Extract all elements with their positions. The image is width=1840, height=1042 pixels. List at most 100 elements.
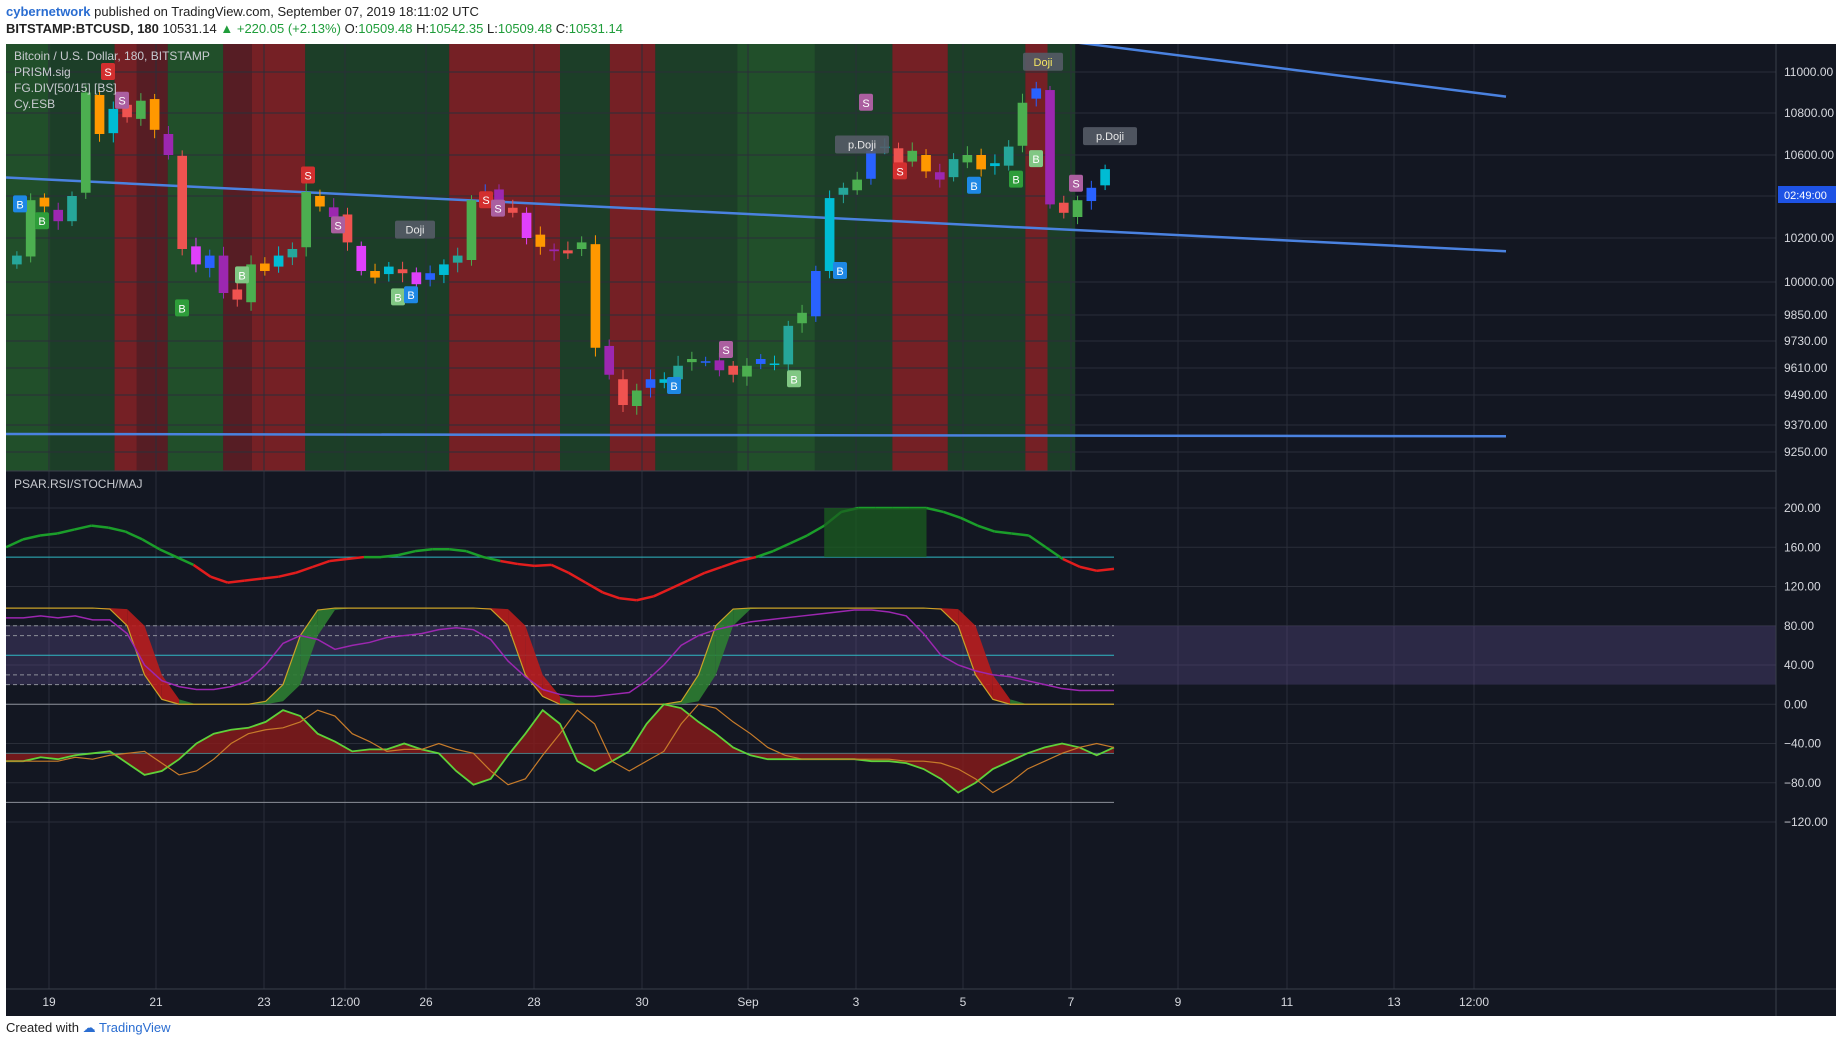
buy-marker-label: B bbox=[238, 270, 245, 282]
trendlines[interactable] bbox=[6, 44, 1507, 438]
candle-body bbox=[12, 255, 22, 265]
candle-body bbox=[507, 207, 518, 213]
zone-band bbox=[114, 44, 137, 471]
candle-body bbox=[962, 155, 973, 163]
candle-body bbox=[576, 242, 587, 249]
doji-annotation: p.Doji bbox=[1083, 127, 1137, 146]
trendline-support[interactable] bbox=[6, 432, 1507, 438]
time-tick-label: 28 bbox=[527, 995, 541, 1009]
sell-marker-box bbox=[115, 91, 129, 109]
sell-marker-label: S bbox=[1072, 179, 1079, 191]
open-value: 10509.48 bbox=[358, 21, 413, 36]
psar-rsi-segment bbox=[73, 524, 92, 531]
candle-body bbox=[149, 99, 160, 130]
zone-band bbox=[305, 44, 450, 471]
candle-body bbox=[67, 196, 77, 222]
candle-body bbox=[1017, 102, 1028, 146]
legend-item-prism[interactable]: PRISM.sig bbox=[14, 65, 71, 79]
price-tick-label: 9490.00 bbox=[1784, 388, 1828, 402]
buy-marker-box bbox=[1009, 170, 1023, 188]
author-link[interactable]: cybernetwork bbox=[6, 4, 91, 19]
legend-title: Bitcoin / U.S. Dollar, 180, BITSTAMP bbox=[14, 49, 210, 63]
stoch-fill bbox=[317, 608, 335, 636]
indicator-tick-label: −40.00 bbox=[1784, 737, 1821, 751]
stoch-fill bbox=[715, 609, 734, 675]
candle-body bbox=[328, 207, 339, 217]
buy-marker-label: B bbox=[670, 381, 677, 393]
created-with-text: Created with bbox=[6, 1020, 79, 1035]
candle-body bbox=[659, 379, 670, 383]
time-tick-label: 9 bbox=[1175, 995, 1182, 1009]
price-tick-label: 9610.00 bbox=[1784, 361, 1828, 375]
legend-item-fgdiv[interactable]: FG.DIV[50/15] [BS] bbox=[14, 81, 117, 95]
psar-rsi-segment bbox=[107, 526, 126, 533]
stoch-fill bbox=[733, 608, 751, 626]
price-tick-label: 10600.00 bbox=[1784, 148, 1834, 162]
indicator-tick-label: −80.00 bbox=[1784, 776, 1821, 790]
candle-body bbox=[94, 94, 105, 134]
candle-body bbox=[122, 104, 132, 118]
indicator-tick-label: 0.00 bbox=[1784, 697, 1808, 711]
candle-body bbox=[866, 150, 876, 179]
time-tick-label: 11 bbox=[1281, 995, 1294, 1009]
trendline-middle[interactable] bbox=[6, 176, 1507, 253]
psar-rsi-segment bbox=[141, 538, 161, 551]
psar-rsi-segment bbox=[806, 524, 825, 537]
psar-rsi-segment bbox=[994, 530, 1012, 535]
candle-body bbox=[645, 379, 656, 388]
psar-rsi-segment bbox=[960, 516, 979, 527]
candle-body bbox=[549, 249, 559, 252]
sell-marker-label: S bbox=[722, 345, 729, 357]
ohlc-line: BITSTAMP:BTCUSD, 180 10531.14 ▲ +220.05 … bbox=[6, 21, 623, 36]
sell-marker-label: S bbox=[862, 98, 869, 110]
open-label: O: bbox=[344, 21, 359, 36]
price-change: ▲ +220.05 (+2.13%) bbox=[220, 21, 341, 36]
publish-info: cybernetwork published on TradingView.co… bbox=[6, 4, 479, 19]
last-price: 10531.14 bbox=[162, 21, 217, 36]
candle-body bbox=[39, 197, 50, 207]
indicator-tick-label: 200.00 bbox=[1784, 501, 1821, 515]
doji-annotation-label: Doji bbox=[406, 225, 425, 237]
indicator-tick-label: 80.00 bbox=[1784, 619, 1814, 633]
buy-marker-label: B bbox=[407, 290, 414, 302]
price-badge-box bbox=[1778, 186, 1836, 203]
psar-rsi-segment bbox=[278, 571, 297, 578]
psar-rsi-segment bbox=[210, 575, 229, 584]
candle-body bbox=[535, 234, 546, 247]
doji-annotation-label: p.Doji bbox=[848, 140, 876, 152]
sell-marker-label: S bbox=[334, 220, 341, 232]
psar-rsi-segment bbox=[500, 559, 518, 566]
psar-rsi-segment bbox=[619, 597, 637, 602]
trendline-upper[interactable] bbox=[1041, 44, 1507, 98]
candle-body bbox=[852, 179, 862, 191]
buy-marker-box bbox=[175, 299, 189, 317]
rsi-line bbox=[6, 609, 1114, 698]
indicator-title[interactable]: PSAR.RSI/STOCH/MAJ bbox=[14, 477, 142, 491]
psar-rsi-segment bbox=[755, 549, 774, 559]
price-tick-label: 11000.00 bbox=[1784, 65, 1833, 79]
candle-body bbox=[136, 100, 146, 119]
tradingview-link[interactable]: TradingView bbox=[99, 1020, 171, 1035]
psar-rsi-segment bbox=[158, 548, 177, 559]
psar-rsi-segment bbox=[192, 563, 212, 578]
stoch-fill bbox=[560, 696, 578, 705]
sell-marker-box bbox=[479, 191, 493, 209]
doji-annotation-box bbox=[835, 135, 889, 154]
psar-rsi-segment bbox=[1096, 567, 1115, 573]
sell-marker-box bbox=[301, 166, 315, 184]
buy-marker-label: B bbox=[1032, 154, 1039, 166]
psar-rsi-segment bbox=[772, 542, 791, 553]
buy-marker-box bbox=[35, 212, 49, 230]
psar-fill bbox=[824, 508, 927, 558]
buy-marker-box bbox=[235, 266, 249, 284]
candle-body bbox=[273, 255, 284, 267]
legend-item-cyesb[interactable]: Cy.ESB bbox=[14, 97, 55, 111]
buy-marker-label: B bbox=[16, 199, 23, 211]
buy-marker: B bbox=[404, 286, 418, 304]
psar-rsi-segment bbox=[22, 534, 41, 541]
buy-marker-box bbox=[404, 286, 418, 304]
psar-rsi-segment bbox=[1062, 557, 1081, 569]
sell-marker-box bbox=[893, 162, 907, 180]
psar-rsi-segment bbox=[1028, 534, 1047, 549]
